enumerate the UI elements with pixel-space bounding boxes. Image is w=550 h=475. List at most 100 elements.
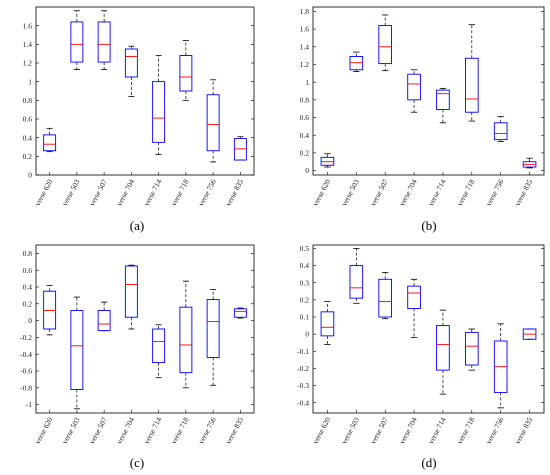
y-tick-label: 0 [305,330,309,339]
y-tick-label: -0.1 [297,347,309,356]
y-tick-label: 0.8 [23,96,33,105]
box [349,265,364,299]
y-tick-label: 0.4 [23,133,33,142]
x-tick-label: verse 620 [311,415,333,445]
panel-3: -1 -0.8 -0.6 -0.4 -0.2 0 0.2 0.4 0.6 0.8 verse 620… [20,244,255,470]
x-tick-label: verse 620 [33,415,55,445]
y-tick-label: 1.8 [300,7,310,16]
x-tick-label: verse 507 [87,177,109,207]
axes-frame [35,6,255,176]
x-tick-label: verse 835 [224,177,246,207]
y-tick-label: 1.4 [23,40,33,49]
x-tick-label: verse 620 [311,177,333,207]
axes-frame [312,6,545,176]
y-tick-label: -0.2 [20,333,32,342]
panel-label: (c) [130,455,144,470]
y-tick-label: -0.8 [20,383,32,392]
x-tick-label: verse 718 [455,415,477,445]
y-tick-label: 0.1 [300,313,310,322]
y-tick-label: 1.4 [300,42,310,51]
y-tick-label: 0.2 [23,299,33,308]
x-tick-label: verse 503 [340,415,362,445]
box [70,310,84,390]
x-tick-label: verse 756 [484,177,506,207]
x-tick-label: verse 718 [455,177,477,207]
y-tick-label: -0.3 [297,381,309,390]
box [493,122,508,141]
y-tick-label: 0.4 [23,283,33,292]
y-tick-label: -0.2 [297,364,309,373]
box [436,89,450,111]
x-tick-label: verse 704 [115,177,137,207]
y-tick-label: -0.4 [297,398,309,407]
x-tick-label: verse 714 [142,177,164,207]
y-tick-label: 0.2 [300,295,310,304]
x-tick-label: verse 756 [196,177,218,207]
x-tick-label: verse 756 [484,415,506,445]
x-tick-label: verse 835 [513,415,535,445]
y-tick-label: 0.6 [23,266,33,275]
y-tick-label: 0.2 [300,148,310,157]
box [43,134,57,152]
y-tick-label: 0 [305,166,309,175]
box [124,265,138,318]
box [465,331,479,366]
panel-label: (a) [130,218,144,233]
y-tick-label: 1 [305,78,309,87]
box [378,278,392,318]
y-tick-label: 0 [28,171,32,180]
axes-frame [312,244,545,414]
box [97,310,111,332]
y-tick-label: 0.3 [300,278,310,287]
x-tick-label: verse 704 [397,415,419,445]
y-tick-label: 1.2 [23,59,33,68]
x-tick-label: verse 714 [426,415,448,445]
box [179,55,193,92]
box [152,81,166,143]
y-tick-label: 0.4 [300,131,310,140]
x-tick-label: verse 503 [60,177,82,207]
x-tick-label: verse 704 [115,415,137,445]
x-tick-label: verse 756 [196,415,218,445]
x-tick-label: verse 507 [368,415,390,445]
x-tick-label: verse 503 [60,415,82,445]
y-tick-label: -0.6 [20,367,32,376]
box [407,73,421,101]
x-tick-label: verse 714 [142,415,164,445]
x-tick-label: verse 714 [426,177,448,207]
panel-4: -0.4 -0.3 -0.2 -0.1 0 0.1 0.2 0.3 0.4 0.5 verse 62… [297,244,545,470]
x-tick-label: verse 718 [169,415,191,445]
box [97,21,111,63]
x-tick-label: verse 503 [340,177,362,207]
x-tick-label: verse 835 [513,177,535,207]
box [124,48,138,78]
y-tick-label: 1.6 [300,25,310,34]
y-tick-label: -1 [26,400,32,409]
y-tick-label: 0.4 [300,261,310,270]
box [378,25,392,65]
y-tick-label: 0 [28,316,32,325]
box [233,308,247,318]
box [152,328,166,364]
box [206,94,220,152]
box [70,21,84,63]
y-tick-label: 1.2 [300,60,310,69]
x-tick-label: verse 507 [368,177,390,207]
panel-label: (d) [421,455,436,470]
axes-frame [35,244,255,414]
x-tick-label: verse 704 [397,177,419,207]
y-tick-label: 0.2 [23,152,33,161]
y-tick-label: 1 [28,77,32,86]
panel-label: (b) [421,218,436,233]
x-tick-label: verse 620 [33,177,55,207]
x-tick-label: verse 835 [224,415,246,445]
y-tick-label: 0.8 [23,249,33,258]
y-tick-label: 0.8 [300,95,310,104]
box [436,325,450,371]
x-tick-label: verse 507 [87,415,109,445]
y-tick-label: 1.6 [23,21,33,30]
box [320,311,335,337]
box [179,306,193,374]
